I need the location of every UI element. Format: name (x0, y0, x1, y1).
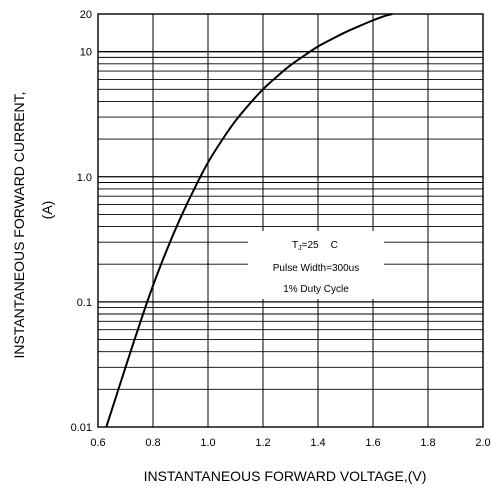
annotation-temperature: TJ=25 C (292, 240, 338, 252)
x-tick-label: 1.4 (310, 437, 325, 449)
annotation-background (248, 231, 384, 299)
annotation-box: TJ=25 C Pulse Width=300us 1% Duty Cycle (248, 231, 384, 299)
y-tick-label: 0.1 (77, 297, 92, 309)
x-tick-label: 1.6 (365, 437, 380, 449)
plot-frame (97, 13, 484, 428)
grid (98, 14, 483, 427)
x-tick-labels: 0.6 0.8 1.0 1.2 1.4 1.6 1.8 2.0 (90, 437, 490, 449)
x-tick-label: 1.2 (255, 437, 270, 449)
x-tick-label: 2.0 (475, 437, 490, 449)
y-tick-label: 1.0 (77, 172, 92, 184)
y-tick-label: 20 (80, 9, 92, 21)
y-axis-title-line1: INSTANTANEOUS FORWARD CURRENT, (11, 91, 27, 358)
x-tick-label: 0.8 (145, 437, 160, 449)
y-tick-labels: 0.01 0.1 1.0 10 20 (71, 9, 92, 434)
x-tick-label: 1.8 (420, 437, 435, 449)
x-tick-label: 0.6 (90, 437, 105, 449)
series-curve (105, 13, 393, 428)
y-tick-label: 10 (80, 47, 92, 59)
y-tick-label: 0.01 (71, 422, 92, 434)
x-tick-label: 1.0 (200, 437, 215, 449)
annotation-pulse-width: Pulse Width=300us (273, 263, 359, 274)
x-axis-title: INSTANTANEOUS FORWARD VOLTAGE,(V) (144, 468, 427, 484)
annotation-duty-cycle: 1% Duty Cycle (283, 284, 349, 295)
y-axis-title-line2: (A) (39, 201, 55, 220)
